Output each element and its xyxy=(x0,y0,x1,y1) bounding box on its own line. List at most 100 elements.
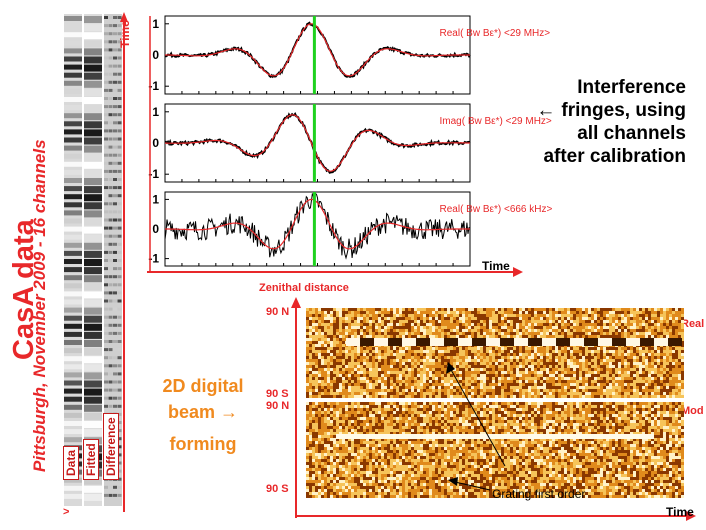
heatmap-cell xyxy=(606,386,609,389)
heatmap-cell xyxy=(426,383,429,386)
beamforming-line-3: forming xyxy=(169,434,237,454)
difference-strip-band xyxy=(113,121,117,125)
heatmap-cell xyxy=(525,389,528,392)
heatmap-cell xyxy=(411,392,414,395)
heatmap-cell xyxy=(654,395,657,398)
heatmap-cell xyxy=(663,389,666,392)
heatmap-cell xyxy=(552,359,555,362)
heatmap-cell xyxy=(360,371,363,374)
heatmap-cell xyxy=(330,371,333,374)
heatmap-cell xyxy=(306,335,309,338)
heatmap-cell xyxy=(354,392,357,395)
heatmap-cell xyxy=(405,308,408,311)
heatmap-cell xyxy=(480,362,483,365)
heatmap-cell xyxy=(525,380,528,383)
heatmap-cell xyxy=(633,377,636,380)
fitted-strip-band xyxy=(84,299,102,307)
heatmap-cell xyxy=(525,323,528,326)
heatmap-cell xyxy=(495,326,498,329)
heatmap-cell xyxy=(591,371,594,374)
heatmap-cell xyxy=(345,365,348,368)
heatmap-cell xyxy=(318,471,321,474)
heatmap-cell xyxy=(576,380,579,383)
heatmap-cell xyxy=(375,317,378,320)
heatmap-cell xyxy=(546,395,549,398)
heatmap-cell xyxy=(552,335,555,338)
heatmap-cell xyxy=(657,386,660,389)
heatmap-cell xyxy=(516,314,519,317)
heatmap-cell xyxy=(654,365,657,368)
heatmap-cell xyxy=(477,347,480,350)
heatmap-cell xyxy=(597,329,600,332)
heatmap-cell xyxy=(315,432,318,435)
heatmap-cell xyxy=(567,356,570,359)
heatmap-cell xyxy=(321,350,324,353)
heatmap-cell xyxy=(636,392,639,395)
heatmap-cell xyxy=(312,474,315,477)
heatmap-cell xyxy=(330,353,333,356)
heatmap-cell xyxy=(342,308,345,311)
heatmap-cell xyxy=(327,356,330,359)
heatmap-cell xyxy=(432,323,435,326)
heatmap-cell xyxy=(636,359,639,362)
heatmap-cell xyxy=(651,386,654,389)
heatmap-cell xyxy=(540,383,543,386)
heatmap-cell xyxy=(408,323,411,326)
data-strip-band xyxy=(64,226,82,232)
heatmap-cell xyxy=(354,386,357,389)
heatmap-cell xyxy=(324,450,327,453)
heatmap-cell xyxy=(339,317,342,320)
heatmap-cell xyxy=(393,359,396,362)
heatmap-cell xyxy=(546,308,549,311)
heatmap-cell xyxy=(459,371,462,374)
heatmap-cell xyxy=(324,453,327,456)
heatmap-cell xyxy=(645,368,648,371)
heatmap-cell xyxy=(306,371,309,374)
heatmap-cell xyxy=(675,374,678,377)
heatmap-cell xyxy=(390,386,393,389)
heatmap-cell xyxy=(576,389,579,392)
heatmap-cell xyxy=(468,359,471,362)
time-arrowhead xyxy=(120,12,128,22)
heatmap-cell xyxy=(369,308,372,311)
heatmap-cell xyxy=(663,353,666,356)
heatmap-cell xyxy=(336,356,339,359)
heatmap-cell xyxy=(447,356,450,359)
heatmap-cell xyxy=(525,329,528,332)
heatmap-cell xyxy=(543,323,546,326)
heatmap-cell xyxy=(420,386,423,389)
fringe-highlight xyxy=(346,338,362,346)
heatmap-cell xyxy=(426,359,429,362)
data-strip-band xyxy=(64,307,82,313)
heatmap-cell xyxy=(384,329,387,332)
heatmap-cell xyxy=(306,344,309,347)
heatmap-cell xyxy=(375,326,378,329)
heatmap-cell xyxy=(330,392,333,395)
difference-strip-band xyxy=(108,178,113,181)
heatmap-cell xyxy=(357,465,360,468)
heatmap-cell xyxy=(588,332,591,335)
heatmap-cell xyxy=(678,320,681,323)
heatmap-cell xyxy=(387,323,390,326)
heatmap-cell xyxy=(681,323,684,326)
heatmap-cell xyxy=(672,386,675,389)
heatmap-cell xyxy=(645,392,648,395)
heatmap-cell xyxy=(642,332,645,335)
heatmap-cell xyxy=(399,383,402,386)
heatmap-cell xyxy=(429,332,432,335)
heatmap-cell xyxy=(648,347,651,350)
heatmap-cell xyxy=(600,329,603,332)
heatmap-cell xyxy=(438,335,441,338)
heatmap-cell xyxy=(438,329,441,332)
heatmap-cell xyxy=(429,308,432,311)
heatmap-cell xyxy=(420,329,423,332)
heatmap-cell xyxy=(330,350,333,353)
heatmap-cell xyxy=(513,371,516,374)
difference-strip-band xyxy=(117,307,122,311)
heatmap-cell xyxy=(483,374,486,377)
heatmap-cell xyxy=(405,359,408,362)
heatmap-cell xyxy=(516,326,519,329)
heatmap-cell xyxy=(348,429,351,432)
heatmap-cell xyxy=(387,392,390,395)
